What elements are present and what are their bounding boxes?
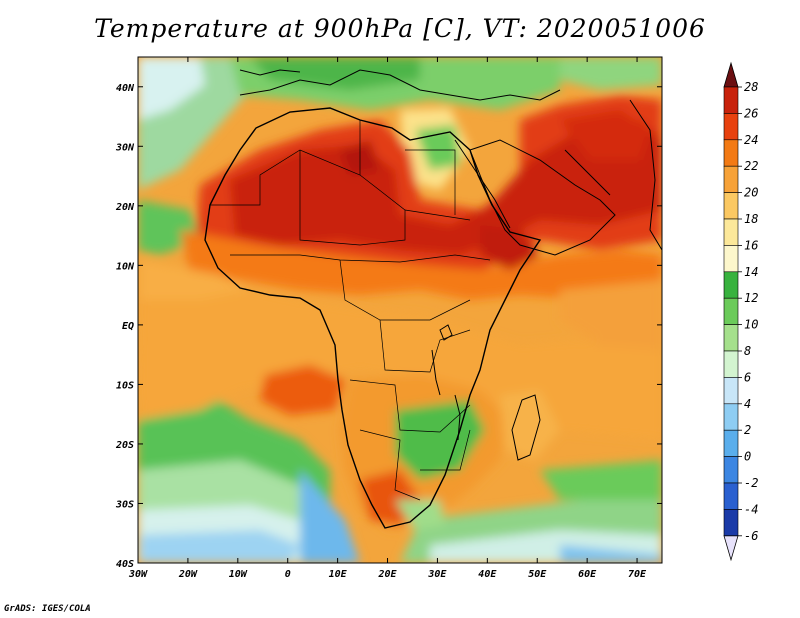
- colorbar-swatch: [723, 297, 739, 325]
- lon-tick-label: 20E: [377, 569, 397, 580]
- lon-tick-label: 20W: [178, 569, 198, 580]
- lat-tick-label: 20S: [115, 440, 134, 451]
- colorbar-label: 2: [744, 423, 751, 437]
- colorbar-swatch: [723, 324, 739, 352]
- map-frame: [137, 56, 663, 564]
- colorbar-swatch: [723, 456, 739, 484]
- colorbar-label: 26: [744, 106, 758, 120]
- colorbar-arrow-top: [723, 61, 739, 88]
- colorbar-label: 28: [744, 80, 758, 94]
- colorbar-swatch: [723, 86, 739, 114]
- colorbar-label: 14: [744, 265, 758, 279]
- lat-tick-label: 30N: [115, 142, 135, 153]
- colorbar-swatch: [723, 113, 739, 141]
- lat-tick-label: EQ: [122, 321, 134, 332]
- colorbar-swatch: [723, 165, 739, 193]
- lon-tick-label: 50E: [528, 569, 547, 580]
- colorbar-swatch: [723, 350, 739, 378]
- colorbar-swatch: [723, 192, 739, 220]
- colorbar-label: -2: [744, 476, 758, 490]
- longitude-axis: 30W 20W 10W 0 10E 20E 30E 40E 50E 60E 70E: [128, 57, 647, 580]
- colorbar-label: 16: [744, 238, 758, 252]
- colorbar-swatch: [723, 245, 739, 273]
- colorbar-label: 0: [744, 450, 751, 464]
- lat-tick-label: 40S: [116, 559, 134, 570]
- credit-label: GrADS: IGES/COLA: [4, 604, 91, 614]
- colorbar-label: 8: [744, 344, 751, 358]
- map-title: Temperature at 900hPa [C], VT: 202005100…: [94, 14, 706, 43]
- lat-tick-label: 10S: [116, 380, 134, 391]
- lat-tick-label: 10N: [116, 261, 135, 272]
- lon-tick-label: 70E: [628, 569, 647, 580]
- colorbar-label: 20: [744, 186, 758, 200]
- colorbar-swatch: [723, 482, 739, 510]
- lat-tick-label: 20N: [115, 202, 135, 213]
- lon-tick-label: 0: [285, 569, 291, 580]
- lat-tick-label: 30S: [115, 499, 134, 510]
- colorbar-label: 6: [744, 370, 751, 384]
- colorbar-arrow-bottom: [723, 535, 739, 562]
- colorbar-label: 18: [744, 212, 758, 226]
- colorbar-label: 12: [744, 291, 758, 305]
- lat-tick-label: 40N: [116, 83, 135, 94]
- colorbar-label: 22: [744, 159, 758, 173]
- colorbar-swatch: [723, 403, 739, 431]
- colorbar-label: 10: [744, 318, 758, 332]
- colorbar-swatch: [723, 218, 739, 246]
- lon-tick-label: 10E: [329, 569, 348, 580]
- coastlines: [204, 69, 662, 529]
- colorbar-swatch: [723, 509, 739, 537]
- colorbar-swatch: [723, 429, 739, 457]
- colorbar-swatch: [723, 139, 739, 167]
- lon-tick-label: 30E: [427, 569, 447, 580]
- latitude-axis: 40N 30N 20N 10N EQ 10S 20S 30S 40S: [115, 83, 662, 570]
- colorbar-swatch: [723, 377, 739, 405]
- colorbar-label: 4: [744, 397, 751, 411]
- temperature-field: [138, 57, 662, 563]
- lon-tick-label: 30W: [128, 569, 148, 580]
- colorbar-label: -6: [744, 529, 758, 543]
- lon-tick-label: 10W: [229, 569, 248, 580]
- lon-tick-label: 40E: [478, 569, 497, 580]
- colorbar-label: -4: [744, 502, 758, 516]
- lon-tick-label: 60E: [578, 569, 597, 580]
- colorbar-label: 24: [744, 133, 758, 147]
- colorbar-swatch: [723, 271, 739, 299]
